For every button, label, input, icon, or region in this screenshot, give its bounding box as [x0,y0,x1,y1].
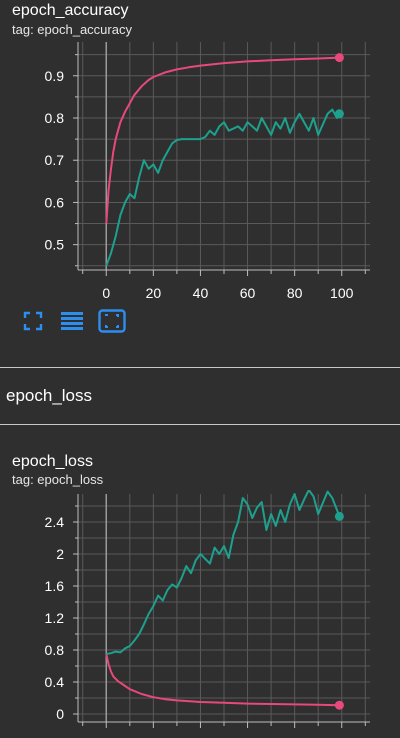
y-tick-label: 0.8 [45,110,65,126]
x-tick-label: 100 [330,735,354,738]
x-tick-label: 60 [240,735,256,738]
fit-domain-button[interactable] [98,309,126,333]
x-tick-label: 40 [193,735,209,738]
series-line[interactable] [105,56,340,224]
loss-chart[interactable]: 0 0.4 0.8 1.2 1.6 2 2.4 0 20 40 60 80 100 [0,490,400,738]
y-tick-label: 0.9 [45,68,65,84]
x-tick-label: 0 [102,285,110,301]
x-tick-label: 80 [287,285,303,301]
x-tick-label: 60 [240,285,256,301]
x-tick-label: 100 [330,285,354,301]
series-line[interactable] [106,490,341,655]
accuracy-chart[interactable]: 0.5 0.6 0.7 0.8 0.9 0 20 40 60 80 100 [0,40,400,302]
x-tick-label: 0 [102,735,110,738]
section-divider [0,367,400,368]
chart-title: epoch_loss [12,453,93,470]
y-tick-label: 0 [56,706,64,722]
series-end-point[interactable] [334,53,344,63]
chart-title: epoch_accuracy [12,2,129,19]
fullscreen-button[interactable] [22,310,46,332]
fullscreen-icon [23,311,43,331]
x-tick-label: 20 [146,735,162,738]
series-end-point[interactable] [334,511,344,521]
y-tick-label: 2 [56,546,64,562]
series-end-point[interactable] [334,700,344,710]
y-tick-label: 0.6 [45,194,65,210]
section-title[interactable]: epoch_loss [6,386,93,405]
y-tick-label: 0.8 [45,642,65,658]
y-tick-label: 1.6 [45,578,65,594]
y-tick-label: 2.4 [45,514,65,530]
list-lines-icon [61,312,83,330]
y-tick-label: 0.4 [45,674,65,690]
x-tick-label: 40 [193,285,209,301]
chart-tag: tag: epoch_accuracy [12,22,132,37]
series-raw-line [105,57,340,224]
x-tick-label: 20 [146,285,162,301]
chart-tag: tag: epoch_loss [12,472,104,487]
toggle-lines-button[interactable] [60,310,84,332]
section-divider [0,424,400,425]
y-tick-label: 0.5 [45,237,65,253]
series-raw-line [105,108,340,266]
series-line[interactable] [105,653,340,707]
series-line[interactable] [105,108,341,267]
series-end-point[interactable] [334,109,344,119]
fit-domain-icon [98,309,126,333]
x-tick-label: 80 [287,735,303,738]
y-tick-label: 1.2 [45,610,65,626]
y-tick-label: 0.7 [45,152,65,168]
